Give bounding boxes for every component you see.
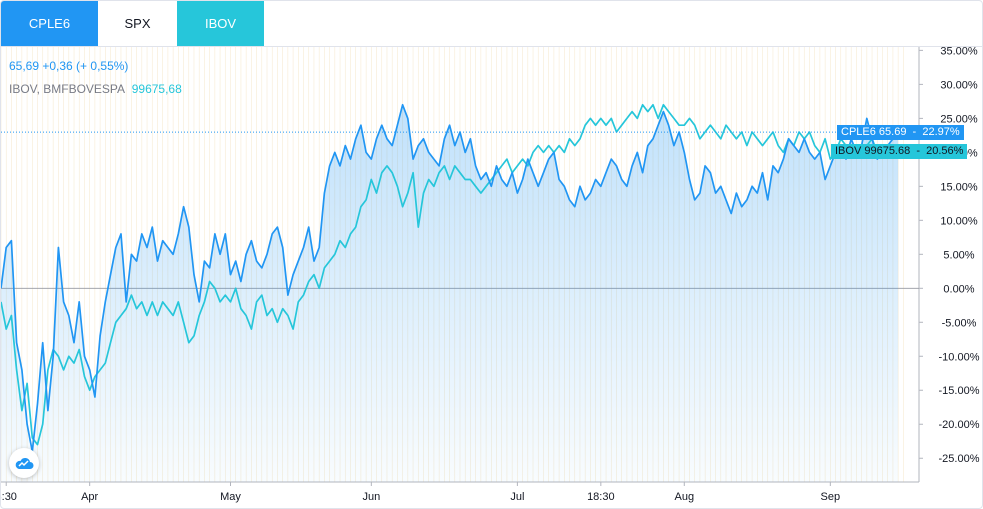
x-tick-label: 18:30 [587, 491, 615, 503]
y-tick-label: -10.00% [939, 351, 980, 363]
y-tick-label: -20.00% [939, 419, 980, 431]
cple6-tag-sep: - [909, 126, 920, 139]
y-tick-label: 0.00% [943, 283, 974, 295]
symbol-tabs: CPLE6 SPX IBOV [1, 1, 264, 46]
y-tick-label: 35.00% [940, 47, 978, 57]
line-chart[interactable]: 35.00%30.00%25.00%20.00%15.00%10.00%5.00… [1, 47, 982, 509]
cple6-tag-pct: 22.97% [922, 126, 960, 139]
x-tick-label: Aug [674, 491, 694, 503]
y-tick-label: 25.00% [940, 113, 978, 125]
ibov-tag-sep: - [913, 144, 924, 157]
series-line-ibov [1, 103, 899, 446]
tab-ibov[interactable]: IBOV [177, 1, 264, 46]
legend-ibov-name: IBOV, BMFBOVESPA [9, 82, 126, 96]
legend-ibov-value: 99675,68 [131, 82, 182, 96]
x-tick-label: Jun [362, 491, 380, 503]
tab-spx[interactable]: SPX [98, 1, 177, 46]
cple6-tag-name: CPLE6 65.69 [841, 126, 907, 139]
x-tick-label: Sep [821, 491, 841, 503]
tab-divider [1, 46, 982, 47]
ibov-tag-pct: 20.56% [926, 144, 964, 157]
tab-cple6[interactable]: CPLE6 [1, 1, 98, 46]
cple6-price-tag: CPLE6 65.69 - 22.97% [837, 125, 964, 141]
y-tick-label: 15.00% [940, 181, 978, 193]
y-tick-label: -25.00% [939, 453, 980, 465]
y-tick-label: -15.00% [939, 385, 980, 397]
y-tick-label: 30.00% [940, 79, 978, 91]
x-tick-label: Jul [510, 491, 524, 503]
x-tick-label: 3:30 [1, 491, 17, 503]
legend-ibov: IBOV, BMFBOVESPA 99675,68 [9, 82, 182, 96]
x-tick-label: Apr [81, 491, 98, 503]
y-tick-label: 10.00% [940, 215, 978, 227]
y-tick-label: -5.00% [942, 317, 977, 329]
tradingview-cloud-icon[interactable] [9, 448, 39, 478]
x-tick-label: May [220, 491, 241, 503]
series-line-cple6 [1, 103, 899, 453]
ibov-tag-name: IBOV 99675.68 [835, 144, 911, 157]
legend-main-value: 65,69 +0,36 (+ 0,55%) [9, 59, 129, 73]
ibov-price-tag: IBOV 99675.68 - 20.56% [831, 143, 968, 159]
y-tick-label: 5.00% [943, 249, 974, 261]
cple6-area [1, 104, 899, 483]
